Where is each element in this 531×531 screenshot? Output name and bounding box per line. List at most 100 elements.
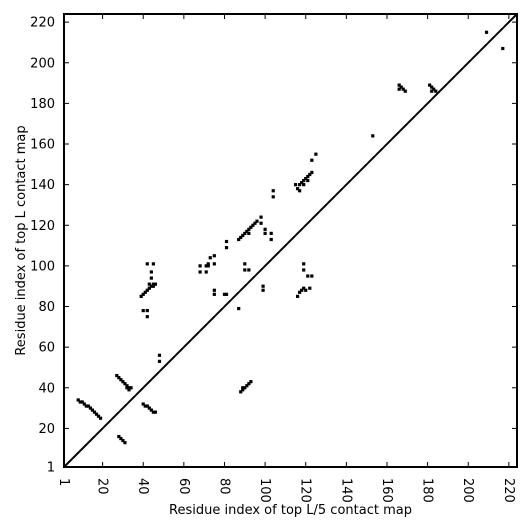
contact-point	[245, 229, 249, 233]
contact-point	[129, 386, 133, 390]
y-tick-label: 40	[38, 381, 55, 396]
contact-point	[247, 268, 251, 272]
contact-point	[397, 87, 401, 91]
x-tick-label: 1	[56, 478, 71, 486]
y-tick-label: 80	[38, 300, 55, 315]
contact-point	[237, 306, 241, 311]
contact-point	[261, 284, 265, 288]
contact-point	[430, 89, 434, 93]
contact-point	[296, 187, 300, 191]
contact-point	[224, 292, 229, 296]
contact-point	[302, 262, 306, 266]
contact-point	[298, 189, 302, 193]
contact-point	[259, 215, 263, 219]
contact-point	[78, 400, 82, 404]
contact-point	[247, 227, 251, 231]
contact-point	[127, 386, 131, 390]
contact-point	[298, 290, 302, 294]
x-tick-label: 180	[420, 478, 435, 503]
contact-point	[84, 404, 88, 408]
contact-point	[149, 270, 153, 274]
contact-point	[308, 172, 312, 177]
contact-point	[198, 264, 202, 268]
contact-point	[249, 380, 253, 384]
contact-point	[302, 268, 306, 272]
contact-point	[149, 284, 153, 288]
diagonal-line	[63, 13, 518, 468]
y-tick-label: 160	[30, 138, 55, 153]
contact-point	[143, 404, 147, 408]
y-tick-label: 140	[30, 178, 55, 193]
contact-point	[306, 174, 310, 179]
contact-point	[403, 89, 407, 93]
y-tick-label: 100	[30, 259, 55, 274]
contact-point	[302, 183, 306, 187]
contact-point	[310, 158, 314, 162]
contact-point	[401, 87, 405, 91]
contact-point	[300, 181, 304, 185]
contact-point	[204, 270, 208, 274]
contact-point	[80, 400, 84, 404]
contact-point	[239, 390, 243, 394]
contact-point	[206, 264, 210, 268]
contact-point	[125, 386, 129, 390]
contact-point	[271, 195, 275, 199]
contact-point	[224, 246, 229, 250]
contact-point	[239, 235, 243, 240]
contact-point	[117, 434, 121, 439]
contact-point	[206, 262, 210, 266]
contact-point	[115, 373, 119, 378]
contact-point	[145, 288, 149, 292]
contact-point	[263, 227, 267, 231]
contact-point	[98, 416, 103, 420]
contact-point	[94, 412, 99, 416]
contact-point	[269, 237, 273, 242]
contact-point	[157, 353, 162, 357]
contact-point	[245, 384, 249, 388]
y-tick-label: 180	[30, 97, 55, 112]
contact-point	[117, 376, 121, 380]
contact-point	[237, 237, 241, 242]
contact-point	[310, 170, 314, 175]
contact-point	[125, 384, 129, 388]
contact-point	[121, 380, 125, 384]
contact-point	[141, 308, 145, 313]
contact-point	[149, 408, 153, 412]
contact-point	[397, 83, 401, 87]
contact-point	[501, 46, 505, 51]
y-tick-label: 120	[30, 219, 55, 234]
contact-point	[304, 176, 308, 181]
contact-point	[300, 288, 304, 292]
contact-point	[92, 410, 97, 414]
x-tick-labels: 1 20 40 60 80 100 120 140 160 180 200 220	[56, 478, 516, 503]
contact-point	[434, 89, 438, 93]
contact-point	[119, 378, 123, 382]
contact-point	[147, 286, 151, 290]
contact-point	[243, 262, 247, 266]
contact-point	[308, 286, 312, 290]
x-tick-label: 220	[501, 478, 516, 503]
contact-point	[310, 274, 314, 278]
contact-point	[269, 231, 273, 235]
contact-point	[306, 178, 310, 183]
y-axis-label: Residue index of top L contact map	[14, 125, 29, 355]
contact-point	[306, 274, 310, 278]
contact-point	[212, 292, 216, 296]
x-tick-label: 60	[176, 478, 191, 495]
contact-point	[145, 404, 149, 408]
y-tick-label: 1	[47, 461, 55, 476]
contact-point	[147, 282, 151, 286]
contact-point	[259, 221, 263, 225]
x-tick-label: 100	[257, 478, 272, 503]
contact-point	[430, 85, 434, 89]
contact-point	[243, 386, 247, 390]
contact-point	[76, 398, 80, 402]
x-tick-label: 140	[338, 478, 353, 503]
y-tick-label: 20	[38, 422, 55, 437]
contact-point	[212, 254, 216, 258]
x-tick-label: 80	[216, 478, 231, 495]
contact-point	[302, 286, 306, 290]
contact-point	[241, 388, 245, 392]
